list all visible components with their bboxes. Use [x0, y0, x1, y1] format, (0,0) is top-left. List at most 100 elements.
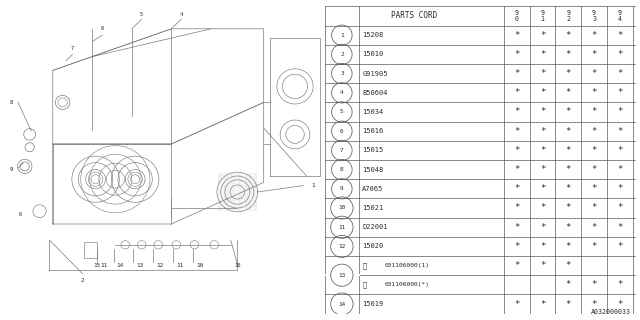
Text: *: *: [566, 165, 571, 174]
Text: *: *: [566, 261, 571, 270]
Text: *: *: [617, 165, 623, 174]
Text: *: *: [514, 204, 520, 212]
Text: *: *: [566, 146, 571, 155]
Text: *: *: [540, 165, 545, 174]
Text: *: *: [540, 242, 545, 251]
Text: 6: 6: [340, 129, 344, 134]
Text: *: *: [617, 242, 623, 251]
Text: *: *: [514, 184, 520, 193]
Text: *: *: [591, 184, 596, 193]
Text: *: *: [540, 300, 545, 308]
Text: *: *: [617, 184, 623, 193]
Text: *: *: [617, 300, 623, 308]
Text: PARTS CORD: PARTS CORD: [392, 12, 438, 20]
Text: *: *: [514, 223, 520, 232]
Text: *: *: [566, 31, 571, 40]
Text: 1: 1: [311, 183, 315, 188]
Text: *: *: [514, 50, 520, 59]
Text: 4: 4: [618, 16, 622, 22]
Text: 031106000(1): 031106000(1): [385, 263, 429, 268]
Text: 11: 11: [176, 263, 183, 268]
Text: 15020: 15020: [362, 244, 383, 249]
Text: *: *: [617, 31, 623, 40]
Text: *: *: [540, 127, 545, 136]
Text: *: *: [566, 223, 571, 232]
Text: *: *: [566, 242, 571, 251]
Text: *: *: [591, 69, 596, 78]
Text: 6: 6: [100, 26, 104, 31]
Text: 9: 9: [566, 10, 570, 16]
Text: *: *: [591, 204, 596, 212]
Text: 6: 6: [18, 212, 21, 217]
Text: *: *: [591, 146, 596, 155]
Text: *: *: [617, 223, 623, 232]
Text: 4: 4: [340, 90, 344, 95]
Text: 2: 2: [340, 52, 344, 57]
Text: *: *: [566, 69, 571, 78]
Text: 9: 9: [10, 167, 13, 172]
Text: 14: 14: [116, 263, 124, 268]
Text: 15208: 15208: [362, 32, 383, 38]
Text: *: *: [566, 280, 571, 289]
Text: *: *: [540, 223, 545, 232]
Text: 7: 7: [71, 45, 74, 51]
Text: *: *: [617, 146, 623, 155]
Text: 9: 9: [340, 186, 344, 191]
Text: *: *: [540, 88, 545, 97]
Text: A032000033: A032000033: [590, 309, 630, 315]
Text: 15034: 15034: [362, 109, 383, 115]
Text: B50604: B50604: [362, 90, 388, 96]
Text: *: *: [514, 108, 520, 116]
Text: 3: 3: [340, 71, 344, 76]
Text: *: *: [566, 88, 571, 97]
Text: *: *: [540, 108, 545, 116]
Text: 5: 5: [340, 109, 344, 115]
Text: 3: 3: [592, 16, 596, 22]
Text: 11: 11: [100, 263, 108, 268]
Text: *: *: [540, 69, 545, 78]
Text: 12: 12: [156, 263, 163, 268]
Text: 031106000(*): 031106000(*): [385, 282, 429, 287]
Text: *: *: [540, 184, 545, 193]
Text: 8: 8: [10, 100, 13, 105]
Text: *: *: [566, 204, 571, 212]
Text: *: *: [540, 261, 545, 270]
Text: 15010: 15010: [362, 52, 383, 57]
Text: *: *: [591, 88, 596, 97]
Text: 12: 12: [339, 244, 346, 249]
Text: *: *: [591, 50, 596, 59]
Text: 2: 2: [81, 277, 84, 283]
Text: 10: 10: [339, 205, 346, 211]
Text: *: *: [617, 69, 623, 78]
Text: A7065: A7065: [362, 186, 383, 192]
Text: 9: 9: [592, 10, 596, 16]
Text: *: *: [540, 204, 545, 212]
Text: *: *: [514, 88, 520, 97]
Text: *: *: [617, 50, 623, 59]
Text: *: *: [514, 261, 520, 270]
Text: 15021: 15021: [362, 205, 383, 211]
Text: *: *: [514, 146, 520, 155]
Text: *: *: [514, 242, 520, 251]
Text: *: *: [566, 300, 571, 308]
Text: 15016: 15016: [362, 128, 383, 134]
Text: *: *: [617, 88, 623, 97]
Text: *: *: [540, 31, 545, 40]
Text: *: *: [514, 300, 520, 308]
Text: *: *: [591, 280, 596, 289]
Text: *: *: [514, 69, 520, 78]
Text: *: *: [566, 108, 571, 116]
Text: *: *: [591, 165, 596, 174]
Text: *: *: [591, 300, 596, 308]
Text: *: *: [591, 242, 596, 251]
Text: 7: 7: [340, 148, 344, 153]
Text: 9: 9: [618, 10, 622, 16]
Text: 13: 13: [136, 263, 144, 268]
Text: 15019: 15019: [362, 301, 383, 307]
Text: *: *: [566, 184, 571, 193]
Text: *: *: [591, 108, 596, 116]
Text: 1: 1: [541, 16, 545, 22]
Text: 15015: 15015: [362, 148, 383, 153]
Text: 10: 10: [196, 263, 203, 268]
Text: *: *: [514, 127, 520, 136]
